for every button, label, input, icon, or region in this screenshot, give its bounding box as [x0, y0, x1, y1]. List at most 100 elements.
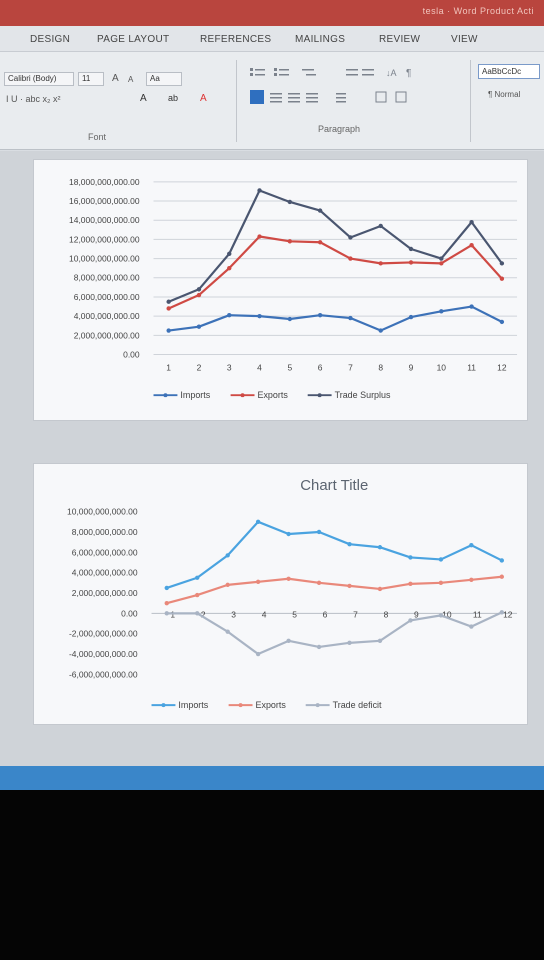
chart-trade-surplus[interactable]: 18,000,000,000.00 16,000,000,000.00 14,000… — [33, 159, 528, 421]
tab-references[interactable]: REFERENCES — [200, 34, 272, 45]
tab-mailings[interactable]: MAILINGS — [295, 34, 346, 45]
data-point — [499, 261, 505, 266]
x-tick-label: 10 — [437, 362, 447, 372]
legend-marker — [238, 703, 243, 708]
data-point — [469, 624, 474, 629]
data-point — [286, 576, 291, 581]
data-point — [438, 580, 444, 586]
y-tick-label: 4,000,000,000.00 — [72, 568, 138, 578]
data-point — [348, 235, 353, 240]
numbered-list-icon[interactable] — [274, 68, 289, 76]
y-tick-label: 0.00 — [123, 349, 140, 359]
tab-design[interactable]: DESIGN — [30, 34, 71, 45]
style-normal-label[interactable]: ¶ Normal — [488, 90, 521, 99]
chart-trade-deficit[interactable]: Chart Title 10,000,000,000.00 8,000,000,00… — [33, 463, 528, 725]
series-line — [166, 575, 502, 605]
data-point — [348, 256, 353, 261]
grow-font-button[interactable]: A — [112, 73, 119, 84]
chart2-svg: Chart Title 10,000,000,000.00 8,000,000,00… — [67, 478, 518, 710]
data-point — [439, 261, 444, 266]
y-tick-label: 16,000,000,000.00 — [69, 196, 140, 206]
font-group-label: Font — [88, 132, 107, 142]
data-point — [225, 629, 230, 634]
document-area: 18,000,000,000.00 16,000,000,000.00 14,000… — [0, 151, 544, 766]
data-point — [439, 256, 444, 261]
data-point — [227, 312, 232, 318]
data-point — [164, 600, 169, 606]
data-point — [287, 199, 293, 205]
window-title: tesla · Word Product Acti — [422, 6, 534, 16]
x-tick-label: 1 — [166, 362, 171, 372]
format-buttons-row[interactable]: I U · abc x₂ x² — [6, 94, 61, 104]
legend-marker — [161, 703, 166, 708]
bullet-list-icon[interactable] — [250, 68, 265, 76]
series-line — [166, 520, 503, 589]
data-point — [408, 260, 414, 265]
align-left-icon[interactable] — [250, 90, 264, 104]
chart1-svg: 18,000,000,000.0016,000,000,000.0014,000… — [69, 177, 518, 400]
borders-icon[interactable] — [395, 91, 407, 103]
data-point — [378, 328, 383, 333]
font-color-button[interactable]: A — [200, 93, 207, 104]
indent-icons[interactable] — [346, 69, 374, 76]
show-marks-icon[interactable]: ¶ — [406, 68, 411, 79]
tab-view[interactable]: VIEW — [451, 34, 478, 45]
data-point — [408, 246, 414, 252]
data-point — [469, 577, 474, 582]
x-tick-label: 9 — [414, 609, 419, 619]
data-point — [408, 618, 413, 623]
data-point — [227, 265, 232, 271]
data-point — [255, 519, 261, 524]
x-tick-label: 4 — [257, 362, 262, 372]
legend-label: Imports — [178, 700, 208, 710]
ribbon-tabs: DESIGN PAGE LAYOUT REFERENCES MAILINGS R… — [0, 26, 544, 52]
data-point — [225, 553, 230, 558]
x-tick-label: 2 — [197, 362, 202, 372]
data-point — [166, 328, 171, 333]
font-size-box[interactable]: 11 — [78, 72, 104, 86]
data-point — [347, 583, 352, 589]
x-tick-label: 10 — [442, 609, 452, 619]
data-point — [225, 582, 230, 588]
y-tick-label: 12,000,000,000.00 — [69, 234, 140, 244]
font-name-box[interactable]: Calibri (Body) — [4, 72, 74, 86]
x-tick-label: 3 — [231, 609, 236, 619]
series-line — [168, 305, 503, 332]
data-point — [438, 613, 444, 618]
y-tick-label: 2,000,000,000.00 — [74, 330, 140, 340]
legend-label: Imports — [180, 390, 210, 400]
paragraph-group-label: Paragraph — [318, 124, 361, 134]
change-case-button[interactable]: Aa — [146, 72, 182, 86]
style-preview[interactable]: AaBbCcDc — [478, 64, 540, 79]
align-buttons[interactable] — [270, 93, 318, 103]
shrink-font-button[interactable]: A — [128, 75, 134, 84]
data-point — [378, 261, 383, 266]
data-point — [408, 314, 414, 320]
data-point — [317, 312, 323, 318]
tab-page-layout[interactable]: PAGE LAYOUT — [97, 34, 170, 45]
data-point — [408, 555, 413, 560]
text-effects-button[interactable]: A — [140, 93, 147, 104]
x-tick-label: 12 — [497, 362, 507, 372]
x-tick-label: 8 — [378, 362, 383, 372]
highlight-button[interactable]: ab — [168, 93, 179, 103]
y-tick-label: 0.00 — [121, 608, 138, 618]
tab-review[interactable]: REVIEW — [379, 34, 421, 45]
y-tick-label: -4,000,000,000.00 — [69, 649, 138, 659]
x-tick-label: 9 — [409, 362, 414, 372]
multilevel-list-icon[interactable] — [302, 69, 316, 76]
shading-icon[interactable] — [375, 91, 387, 103]
legend-marker — [315, 703, 320, 708]
data-point — [378, 223, 383, 229]
x-tick-label: 11 — [467, 362, 476, 372]
data-point — [347, 640, 352, 646]
ribbon-separator — [236, 60, 237, 142]
paragraph-icons: ↓A ¶ — [250, 68, 411, 104]
data-point — [286, 531, 291, 537]
data-point — [377, 545, 383, 550]
x-tick-label: 11 — [473, 609, 482, 619]
sort-icon[interactable]: ↓A — [386, 68, 397, 78]
line-spacing-icon[interactable] — [336, 93, 346, 103]
y-tick-label: 10,000,000,000.00 — [69, 254, 140, 264]
y-tick-label: 4,000,000,000.00 — [74, 311, 140, 321]
